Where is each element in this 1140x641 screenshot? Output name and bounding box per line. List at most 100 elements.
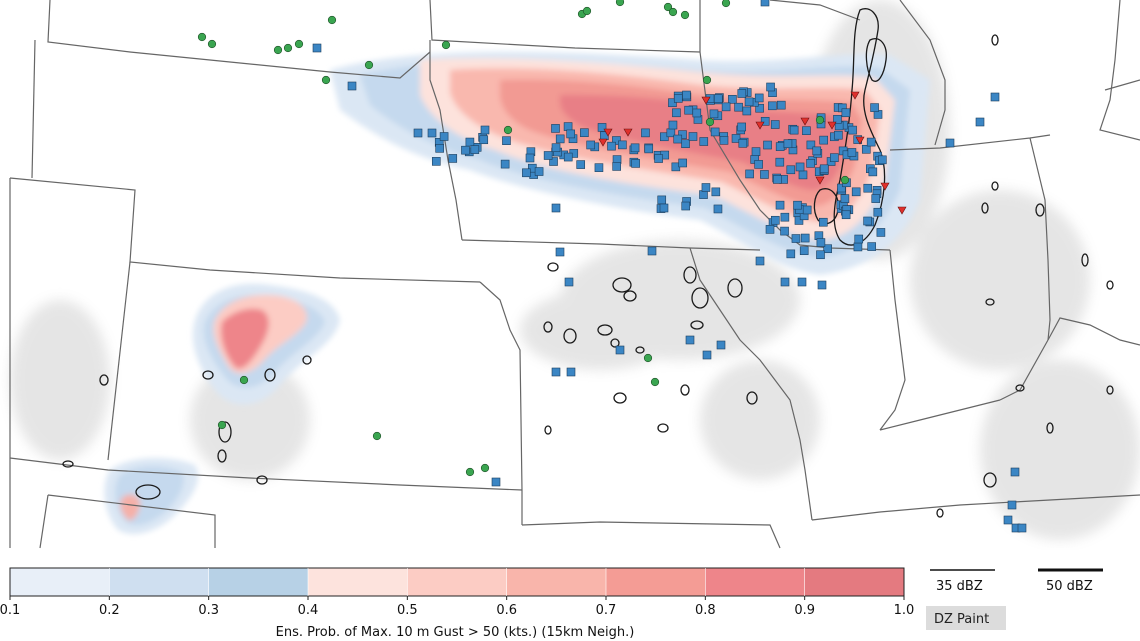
hail-report-marker bbox=[650, 377, 660, 387]
hail-report-marker bbox=[705, 117, 715, 127]
wind-report-marker bbox=[1017, 523, 1027, 533]
state-borders bbox=[9, 0, 1140, 549]
wind-report-marker bbox=[776, 100, 786, 110]
wind-report-marker bbox=[688, 132, 698, 141]
wind-report-marker bbox=[631, 159, 640, 168]
wind-report-marker bbox=[754, 160, 763, 169]
hail-report-marker bbox=[273, 45, 283, 55]
wind-report-marker bbox=[563, 152, 573, 162]
wind-report-marker bbox=[802, 205, 812, 215]
hail-report-marker bbox=[465, 467, 475, 477]
wind-report-marker bbox=[594, 163, 604, 172]
wind-report-marker bbox=[817, 280, 827, 290]
wind-report-marker bbox=[793, 200, 802, 210]
colorbar-tick-label: 0.2 bbox=[99, 603, 120, 618]
wind-report-marker bbox=[580, 128, 589, 138]
wind-report-marker bbox=[555, 247, 565, 257]
wind-report-marker bbox=[644, 144, 654, 154]
wind-report-marker bbox=[659, 203, 669, 213]
colorbar-swatch bbox=[10, 568, 110, 596]
wind-report-marker bbox=[802, 126, 811, 136]
hail-report-marker bbox=[615, 0, 625, 7]
wind-report-marker bbox=[564, 277, 574, 287]
wind-report-marker bbox=[841, 108, 851, 118]
wind-report-marker bbox=[751, 147, 761, 156]
hail-report-marker bbox=[294, 39, 304, 49]
wind-report-marker bbox=[615, 345, 625, 355]
wind-report-marker bbox=[711, 187, 721, 197]
wind-report-marker bbox=[681, 139, 690, 148]
tornado-report-marker bbox=[623, 128, 633, 137]
colorbar-swatch bbox=[705, 568, 806, 596]
wind-report-marker bbox=[876, 228, 886, 237]
wind-report-marker bbox=[566, 129, 576, 139]
colorbar-swatch bbox=[109, 568, 210, 596]
hail-report-marker bbox=[680, 10, 690, 20]
forecast-map bbox=[9, 0, 1140, 549]
wind-report-marker bbox=[597, 123, 607, 132]
tornado-report-marker bbox=[815, 176, 825, 185]
wind-report-marker bbox=[830, 153, 839, 162]
hail-report-marker bbox=[702, 75, 712, 85]
wind-report-marker bbox=[819, 164, 829, 174]
wind-report-marker bbox=[657, 195, 667, 205]
legend-50dbz-label: 50 dBZ bbox=[1046, 579, 1093, 594]
wind-report-marker bbox=[647, 246, 657, 256]
wind-report-marker bbox=[760, 170, 769, 179]
wind-report-marker bbox=[775, 200, 785, 210]
wind-report-marker bbox=[682, 90, 691, 100]
wind-report-marker bbox=[745, 169, 754, 179]
wind-report-marker bbox=[786, 249, 796, 259]
wind-report-marker bbox=[668, 98, 677, 108]
colorbar-tick-label: 0.1 bbox=[0, 603, 20, 618]
colorbar-swatch bbox=[804, 568, 905, 596]
tornado-report-marker bbox=[800, 117, 810, 126]
hail-report-marker bbox=[815, 115, 825, 125]
probability-colorbar: 0.1 0.2 0.3 0.4 0.5 0.6 0.7 0.8 0.9 1.0 Ens. Prob… bbox=[0, 567, 914, 640]
hail-report-marker bbox=[364, 60, 374, 70]
wind-report-marker bbox=[870, 103, 879, 112]
wind-report-marker bbox=[312, 43, 322, 53]
wind-report-marker bbox=[728, 95, 737, 104]
wind-report-marker bbox=[465, 137, 475, 147]
wind-report-marker bbox=[863, 216, 872, 226]
wind-report-marker bbox=[737, 89, 747, 98]
wind-report-marker bbox=[678, 130, 687, 139]
tornado-report-marker bbox=[897, 206, 907, 215]
wind-report-marker bbox=[770, 120, 780, 129]
wind-report-marker bbox=[868, 167, 878, 177]
wind-report-marker bbox=[840, 194, 850, 203]
wind-report-marker bbox=[816, 250, 825, 260]
legend-paint-badge bbox=[926, 606, 1006, 630]
wind-report-marker bbox=[479, 135, 489, 145]
wind-report-marker bbox=[786, 165, 796, 175]
wind-report-marker bbox=[848, 125, 857, 135]
colorbar-tick-label: 0.9 bbox=[794, 603, 815, 618]
wind-report-marker bbox=[701, 183, 711, 192]
hail-report-marker bbox=[643, 353, 653, 363]
wind-report-marker bbox=[491, 477, 501, 487]
wind-report-marker bbox=[435, 144, 444, 153]
wind-report-marker bbox=[794, 216, 804, 225]
wind-report-marker bbox=[812, 146, 822, 156]
wind-report-marker bbox=[641, 128, 650, 138]
wind-report-marker bbox=[816, 238, 826, 247]
colorbar-tick-label: 0.5 bbox=[397, 603, 418, 618]
wind-report-marker bbox=[551, 143, 561, 153]
colorbar-tick-label: 0.7 bbox=[596, 603, 617, 618]
hail-report-marker bbox=[239, 375, 249, 385]
hail-report-marker bbox=[207, 39, 217, 49]
wind-report-marker bbox=[770, 215, 780, 225]
wind-report-marker bbox=[681, 201, 691, 211]
wind-report-marker bbox=[618, 140, 627, 150]
wind-report-marker bbox=[737, 122, 746, 132]
colorbar-swatch bbox=[407, 568, 508, 596]
wind-report-marker bbox=[791, 234, 801, 243]
hail-report-marker bbox=[321, 75, 331, 85]
wind-report-marker bbox=[480, 125, 490, 135]
wind-report-marker bbox=[853, 242, 863, 252]
wind-report-marker bbox=[755, 103, 764, 113]
wind-report-marker bbox=[500, 159, 510, 169]
wind-report-marker bbox=[448, 154, 458, 163]
wind-report-marker bbox=[586, 140, 596, 150]
